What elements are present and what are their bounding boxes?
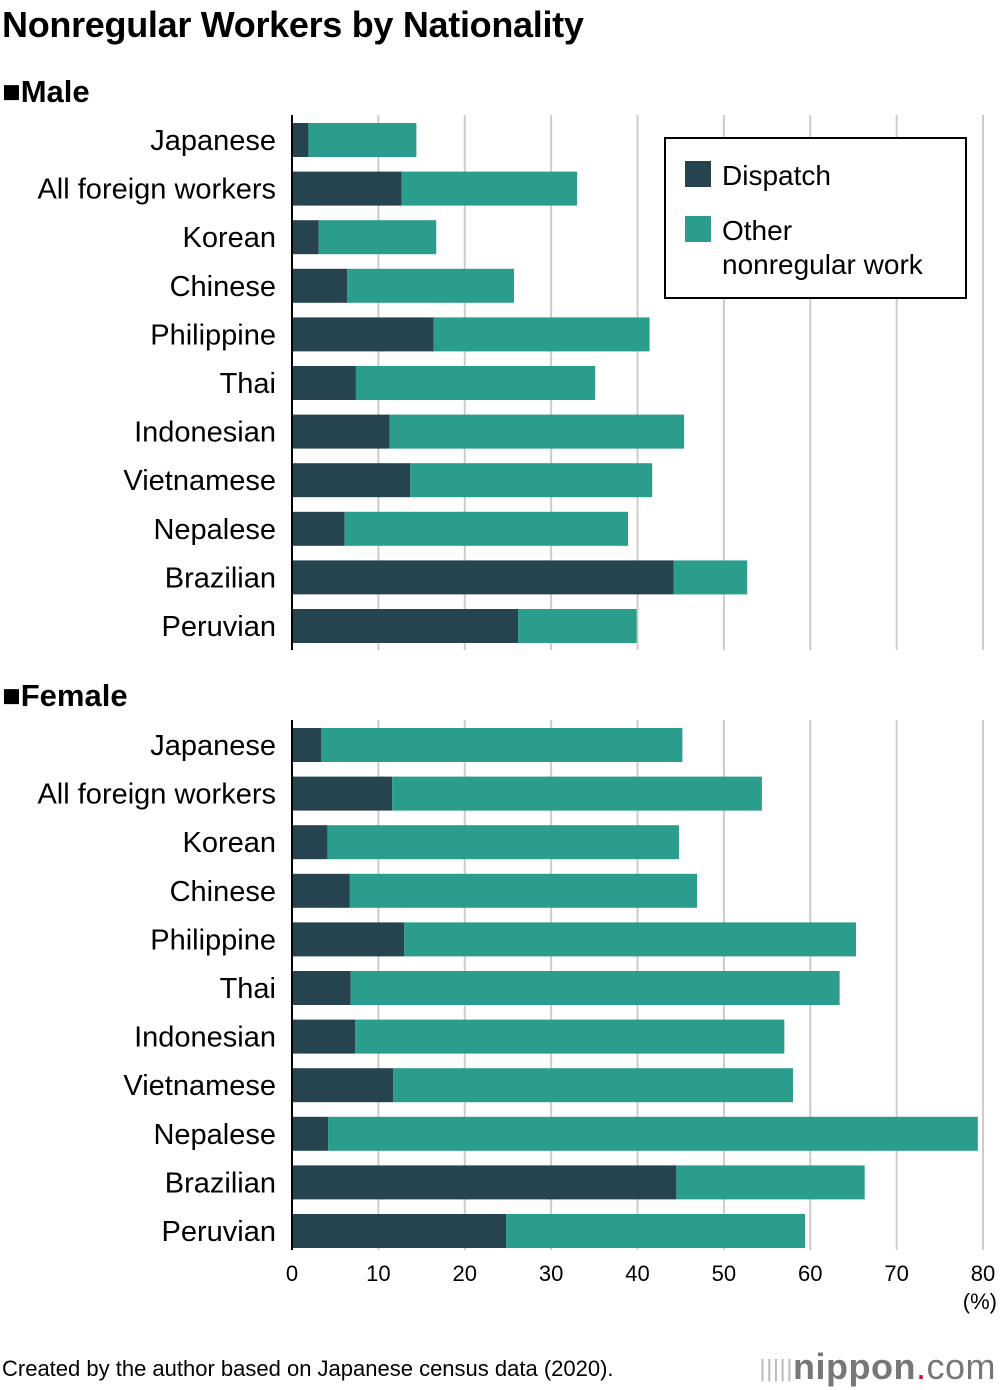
category-label: Japanese xyxy=(150,730,276,762)
x-tick-label: 60 xyxy=(798,1261,822,1286)
bar-other xyxy=(433,317,650,352)
category-label: Indonesian xyxy=(134,417,276,449)
bar-other xyxy=(327,825,679,860)
bar-dispatch xyxy=(292,511,345,546)
bar-dispatch xyxy=(292,1068,394,1103)
category-label: Thai xyxy=(220,368,276,400)
x-tick-label: 20 xyxy=(453,1261,477,1286)
bar-dispatch xyxy=(292,1019,356,1054)
category-label: All foreign workers xyxy=(37,174,276,206)
category-label: Brazilian xyxy=(165,1167,276,1199)
bar-other xyxy=(355,1019,785,1054)
category-label: Philippine xyxy=(150,924,276,956)
bar-other xyxy=(518,609,637,643)
bar-dispatch xyxy=(292,1116,329,1151)
category-label: Nepalese xyxy=(153,514,276,546)
nippon-logo: |||||nippon.com xyxy=(759,1346,996,1388)
x-tick-label: 0 xyxy=(286,1261,298,1286)
bar-dispatch xyxy=(292,463,411,498)
bar-other xyxy=(393,1068,793,1103)
bar-dispatch xyxy=(292,776,393,811)
bar-other xyxy=(389,414,685,449)
category-label: Vietnamese xyxy=(123,1070,276,1102)
bar-dispatch xyxy=(292,825,328,860)
legend-label: Dispatch xyxy=(722,160,831,191)
bar-other xyxy=(673,560,748,595)
panel-label: ■Male xyxy=(2,74,90,109)
bar-other xyxy=(349,873,698,908)
x-tick-label: 80 xyxy=(971,1261,995,1286)
legend-label: Other xyxy=(722,215,792,246)
chart-title: Nonregular Workers by Nationality xyxy=(2,4,584,45)
panel-label: ■Female xyxy=(2,678,128,713)
logo-suffix: com xyxy=(926,1346,996,1387)
bar-dispatch xyxy=(292,1165,677,1200)
category-label: Thai xyxy=(220,973,276,1005)
bar-other xyxy=(321,728,683,762)
bar-dispatch xyxy=(292,1214,507,1248)
logo-dot: . xyxy=(915,1346,927,1387)
category-label: Korean xyxy=(182,222,276,254)
bar-other xyxy=(318,220,437,255)
category-label: Indonesian xyxy=(134,1022,276,1054)
bar-dispatch xyxy=(292,873,350,908)
category-label: Korean xyxy=(182,827,276,859)
bar-dispatch xyxy=(292,609,519,643)
x-tick-label: 50 xyxy=(712,1261,736,1286)
legend-box xyxy=(664,137,967,299)
category-label: Peruvian xyxy=(162,1216,276,1248)
bar-other xyxy=(404,922,857,957)
bar-dispatch xyxy=(292,728,322,762)
source-note: Created by the author based on Japanese … xyxy=(2,1356,614,1381)
logo-bars-icon: ||||| xyxy=(759,1355,794,1383)
bar-other xyxy=(506,1214,806,1248)
bar-dispatch xyxy=(292,171,402,206)
legend-swatch xyxy=(685,161,711,187)
category-label: Chinese xyxy=(170,271,276,303)
bar-dispatch xyxy=(292,317,434,352)
bar-other xyxy=(350,971,840,1005)
category-label: All foreign workers xyxy=(37,779,276,811)
x-tick-label: 40 xyxy=(625,1261,649,1286)
bar-dispatch xyxy=(292,414,390,449)
category-label: Philippine xyxy=(150,319,276,351)
category-label: Chinese xyxy=(170,876,276,908)
category-label: Brazilian xyxy=(165,562,276,594)
bar-other xyxy=(355,366,596,400)
bar-other xyxy=(401,171,578,206)
logo-text: nippon xyxy=(793,1346,916,1387)
legend-swatch xyxy=(685,216,711,242)
x-tick-label: 70 xyxy=(884,1261,908,1286)
category-label: Peruvian xyxy=(162,611,276,643)
bar-dispatch xyxy=(292,220,319,255)
bar-other xyxy=(308,123,417,157)
bar-other xyxy=(347,268,514,303)
category-label: Vietnamese xyxy=(123,465,276,497)
x-tick-label: 10 xyxy=(366,1261,390,1286)
bar-other xyxy=(328,1116,978,1151)
legend-label: nonregular work xyxy=(722,249,924,280)
bar-other xyxy=(392,776,762,811)
category-label: Nepalese xyxy=(153,1119,276,1151)
x-tick-label: 30 xyxy=(539,1261,563,1286)
bar-dispatch xyxy=(292,560,674,595)
bar-dispatch xyxy=(292,922,405,957)
bar-dispatch xyxy=(292,268,348,303)
bar-other xyxy=(410,463,653,498)
category-label: Japanese xyxy=(150,125,276,157)
bar-dispatch xyxy=(292,366,356,400)
unit-label: (%) xyxy=(963,1289,997,1314)
bar-dispatch xyxy=(292,123,309,157)
bar-other xyxy=(344,511,628,546)
bar-other xyxy=(676,1165,865,1200)
bar-dispatch xyxy=(292,971,351,1005)
